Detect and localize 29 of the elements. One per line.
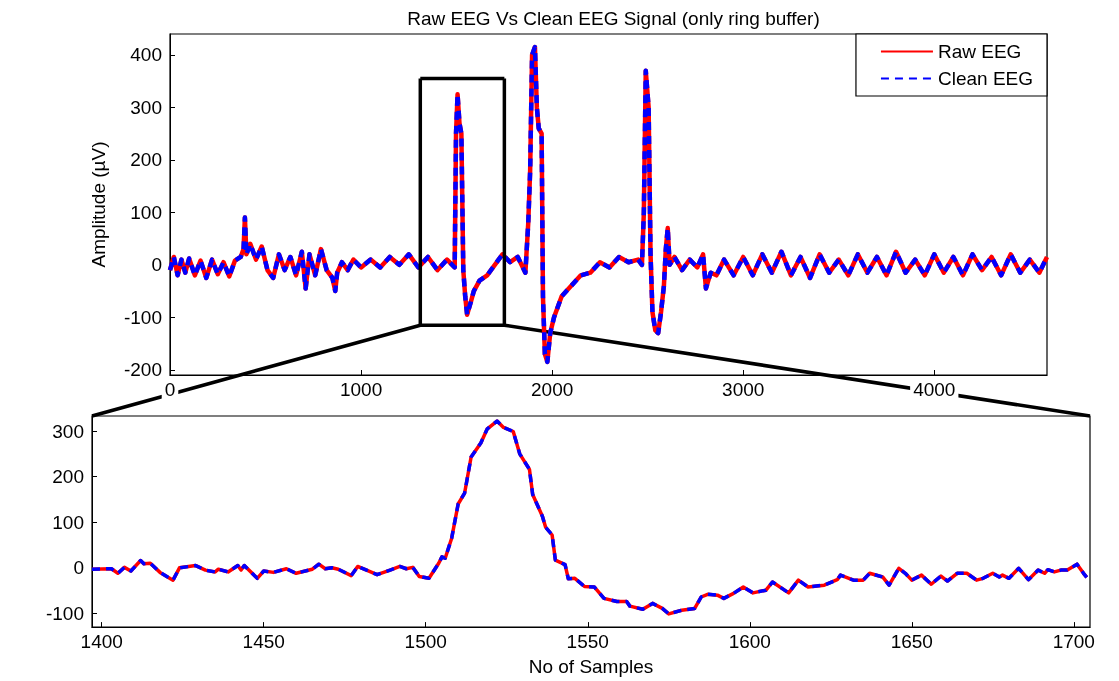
x-tick-label: 1500 — [404, 631, 447, 653]
y-tick-label: 100 — [130, 201, 162, 223]
x-axis-title: No of Samples — [528, 656, 654, 677]
x-tick-label: 3000 — [722, 379, 765, 400]
chart-title: Raw EEG Vs Clean EEG Signal (only ring buffer) — [407, 8, 820, 29]
y-tick-label: -200 — [123, 359, 162, 381]
y-tick-label: 0 — [73, 557, 84, 579]
y-tick-label: -100 — [45, 602, 84, 624]
y-tick-label: 300 — [52, 420, 84, 442]
y-tick-label: -100 — [123, 306, 162, 328]
x-tick-label: 1450 — [242, 631, 285, 653]
x-tick-label: 4000 — [913, 379, 956, 400]
x-tick-label: 0 — [164, 379, 176, 400]
x-tick-label: 1700 — [1052, 631, 1095, 653]
x-tick-label: 1000 — [339, 379, 383, 400]
legend-label: Raw EEG — [937, 41, 1022, 62]
x-tick-label: 1600 — [728, 631, 771, 653]
y-tick-label: 300 — [130, 96, 162, 118]
x-tick-label: 2000 — [530, 379, 574, 400]
y-tick-label: 200 — [52, 466, 84, 488]
y-tick-label: 400 — [130, 44, 162, 66]
x-tick-label: 1550 — [566, 631, 609, 653]
y-tick-label: 0 — [151, 254, 162, 276]
legend-label: Clean EEG — [937, 68, 1033, 89]
x-tick-label: 1650 — [890, 631, 933, 653]
y-tick-label: 100 — [52, 511, 84, 533]
y-axis-title: Amplitude (µV) — [88, 141, 109, 268]
y-tick-label: 200 — [130, 149, 162, 171]
x-tick-label: 1400 — [80, 631, 123, 653]
